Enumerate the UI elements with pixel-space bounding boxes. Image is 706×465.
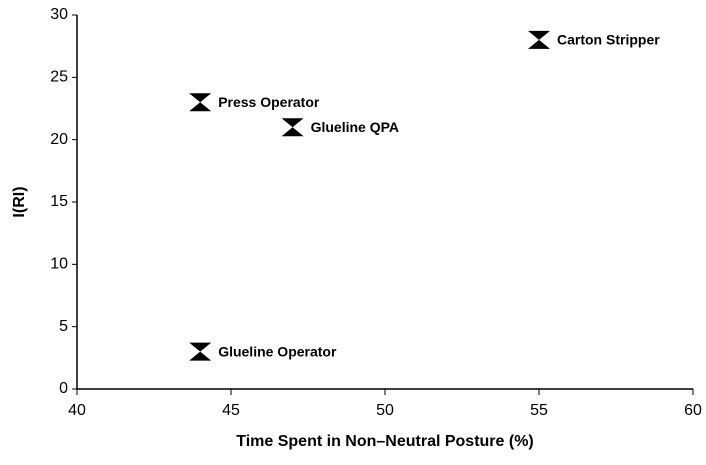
y-tick-label: 5 xyxy=(59,318,68,335)
x-axis-title: Time Spent in Non–Neutral Posture (%) xyxy=(236,433,534,450)
marker xyxy=(189,342,212,361)
y-tick-label: 10 xyxy=(50,256,68,273)
marker xyxy=(281,118,304,137)
point-label: Glueline Operator xyxy=(218,343,337,359)
x-tick-label: 40 xyxy=(68,402,86,419)
point-label: Press Operator xyxy=(218,94,320,110)
y-tick-label: 20 xyxy=(50,131,68,148)
x-tick-label: 60 xyxy=(684,402,702,419)
y-tick-label: 25 xyxy=(50,69,68,86)
y-axis-title: I(RI) xyxy=(11,186,28,217)
point-label: Glueline QPA xyxy=(311,119,399,135)
x-tick-label: 45 xyxy=(222,402,240,419)
y-tick-label: 30 xyxy=(50,6,68,23)
y-tick-label: 0 xyxy=(59,380,68,397)
x-tick-label: 55 xyxy=(530,402,548,419)
marker xyxy=(189,93,212,112)
y-tick-label: 15 xyxy=(50,193,68,210)
x-tick-label: 50 xyxy=(376,402,394,419)
marker xyxy=(528,30,550,49)
point-label: Carton Stripper xyxy=(557,32,660,48)
